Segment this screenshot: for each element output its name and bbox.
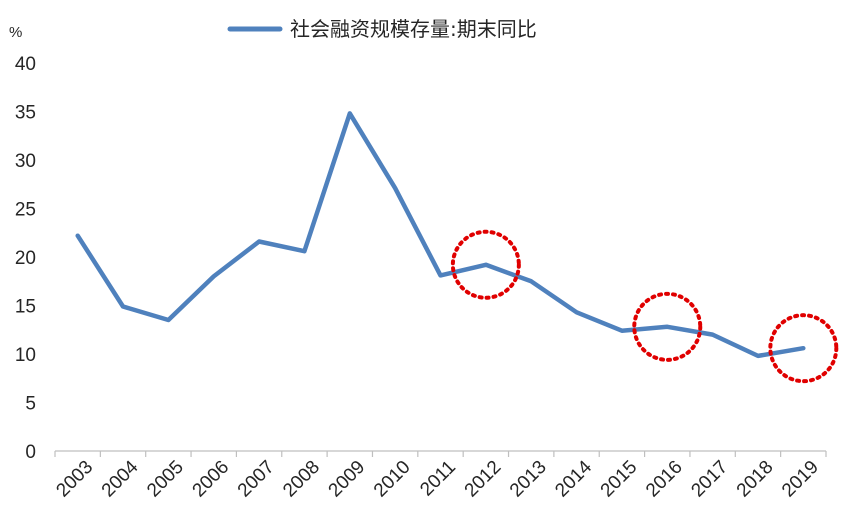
- y-unit-label: %: [9, 24, 22, 41]
- series-layer: [75, 111, 806, 359]
- x-tick-label: 2017: [687, 457, 732, 502]
- y-axis: 0 5 10 15 20 25 30 35 40: [15, 54, 36, 463]
- highlight-circle: [450, 229, 521, 300]
- x-tick-labels: 2003 2004 2005 2006 2007 2008 2009 2010 2011 2012…: [52, 456, 822, 501]
- x-tick-label: 2004: [98, 456, 143, 501]
- y-tick-label: 20: [15, 248, 36, 269]
- x-tick-label: 2007: [234, 457, 279, 502]
- legend-label: 社会融资规模存量:期末同比: [290, 17, 537, 41]
- x-tick-label: 2006: [189, 457, 234, 502]
- x-tick-label: 2018: [733, 457, 778, 502]
- x-tick-label: 2015: [597, 457, 642, 502]
- y-tick-label: 30: [15, 151, 36, 172]
- x-tick-label: 2012: [461, 457, 506, 502]
- x-tick-label: 2016: [642, 457, 687, 502]
- legend: 社会融资规模存量:期末同比: [227, 17, 537, 41]
- y-tick-label: 0: [25, 442, 36, 463]
- x-tick-label: 2014: [551, 456, 596, 501]
- x-tick-label: 2005: [143, 457, 188, 502]
- y-tick-label: 5: [25, 394, 36, 415]
- x-tick-label: 2010: [370, 457, 415, 502]
- x-tick-label: 2009: [325, 457, 370, 502]
- y-tick-label: 40: [15, 54, 36, 75]
- y-tick-label: 25: [15, 200, 36, 221]
- highlight-layer: [450, 229, 839, 384]
- x-tick-label: 2011: [416, 457, 460, 501]
- series-line: [75, 111, 806, 359]
- x-tick-label: 2008: [279, 457, 324, 502]
- highlight-circle: [632, 291, 703, 362]
- y-tick-label: 15: [15, 297, 36, 318]
- x-tick-label: 2013: [506, 457, 551, 502]
- highlight-circle: [768, 313, 839, 384]
- x-axis: [54, 450, 827, 457]
- y-tick-label: 35: [15, 103, 36, 124]
- y-tick-label: 10: [15, 345, 36, 366]
- x-tick-label: 2003: [52, 457, 97, 502]
- x-tick-label: 2019: [778, 457, 823, 502]
